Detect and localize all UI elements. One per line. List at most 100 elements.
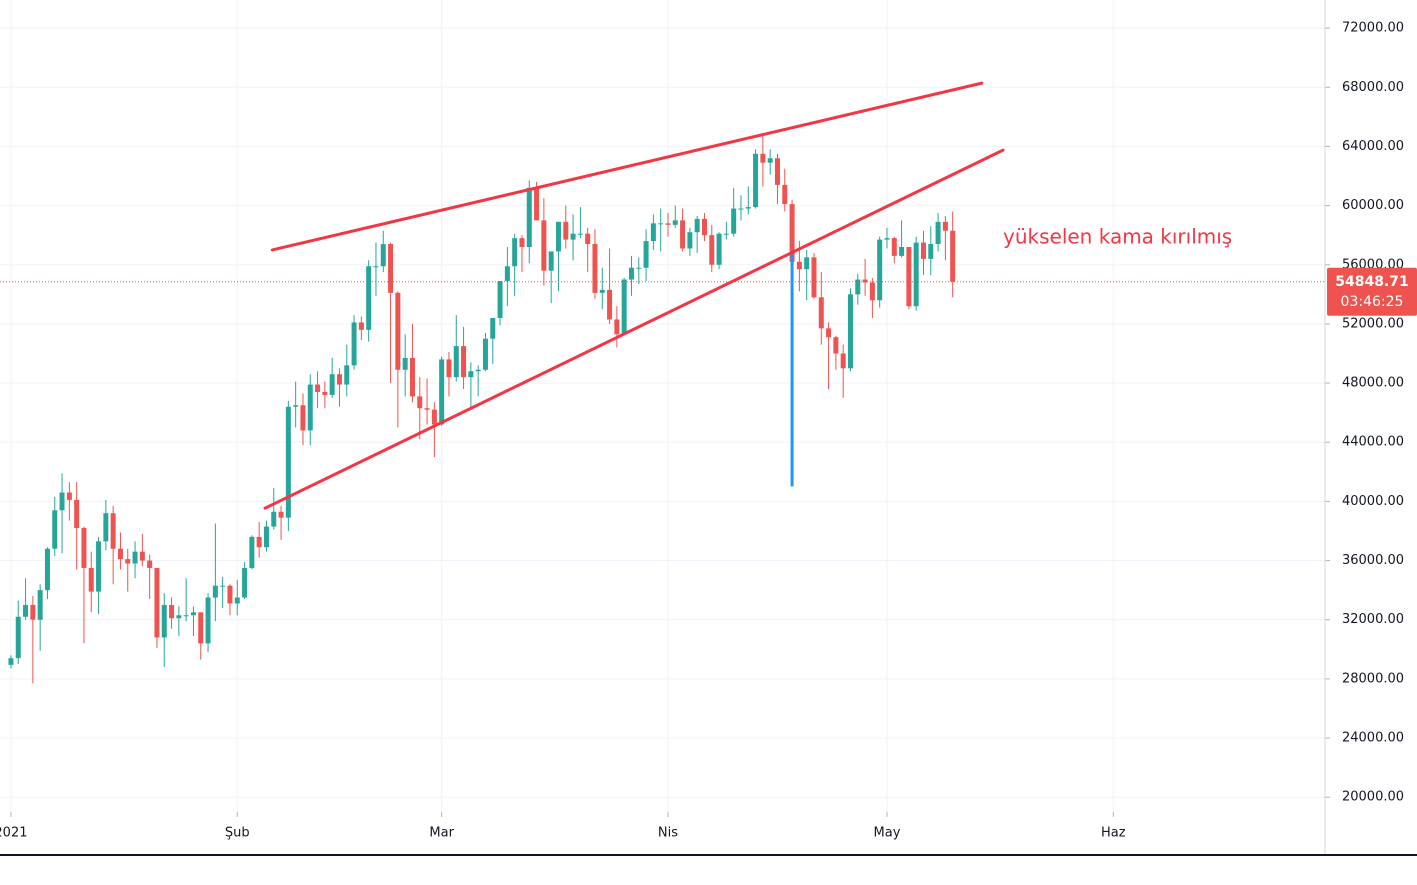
candle-body	[453, 346, 459, 378]
candle-body	[220, 585, 226, 587]
y-tick-label: 52000.00	[1342, 316, 1404, 331]
candle-body	[906, 247, 912, 307]
candle-body	[628, 267, 634, 280]
candle-body	[818, 297, 824, 329]
candle-body	[884, 238, 890, 240]
candle-body	[723, 233, 729, 235]
candle-body	[526, 187, 532, 248]
candle-body	[753, 153, 759, 208]
candle-body	[285, 406, 291, 518]
candle-body	[665, 223, 671, 225]
candle-body	[198, 612, 204, 644]
countdown-label: 03:46:25	[1341, 294, 1404, 310]
candle-body	[840, 353, 846, 369]
candle-body	[680, 220, 686, 249]
candle-body	[899, 247, 905, 256]
candle-body	[497, 281, 503, 318]
candle-body	[380, 244, 386, 267]
candle-body	[256, 536, 262, 548]
candle-body	[461, 346, 467, 378]
candle-body	[716, 233, 722, 265]
candle-body	[315, 384, 321, 392]
candle-body	[74, 499, 80, 529]
annotation: yükselen kama kırılmış	[1003, 225, 1232, 249]
candle-body	[44, 548, 50, 591]
y-tick-label: 20000.00	[1342, 790, 1404, 805]
candle-body	[950, 230, 956, 282]
y-tick-label: 60000.00	[1342, 198, 1404, 213]
candle-body	[935, 221, 941, 245]
candle-body	[636, 267, 642, 269]
candle-body	[563, 221, 569, 240]
candle-body	[599, 289, 605, 293]
candle-body	[96, 541, 102, 592]
candle-body	[490, 317, 496, 339]
y-tick-label: 68000.00	[1342, 80, 1404, 95]
candle-body	[847, 294, 853, 369]
y-tick-label: 64000.00	[1342, 139, 1404, 154]
candle-body	[862, 279, 868, 283]
candle-body	[59, 492, 65, 511]
candle-body	[694, 218, 700, 233]
candle-body	[782, 184, 788, 205]
candle-body	[249, 536, 255, 568]
candle-body	[796, 261, 802, 270]
candle-body	[643, 241, 649, 268]
y-tick-label: 32000.00	[1342, 612, 1404, 627]
y-tick-label: 36000.00	[1342, 553, 1404, 568]
candle-body	[789, 204, 795, 262]
candle-body	[760, 153, 766, 163]
candle-body	[147, 560, 153, 568]
last-price-label: 54848.71	[1335, 274, 1409, 290]
candle-body	[439, 359, 445, 425]
candle-body	[183, 615, 189, 617]
candle-body	[52, 510, 58, 549]
candle-body	[117, 548, 123, 560]
candle-body	[877, 239, 883, 301]
candle-body	[570, 233, 576, 240]
y-tick-label: 72000.00	[1342, 21, 1404, 36]
y-tick-label: 40000.00	[1342, 494, 1404, 509]
candle-body	[701, 218, 707, 236]
candle-body	[519, 238, 525, 248]
candle-body	[300, 405, 306, 431]
candle-body	[212, 585, 218, 598]
candle-body	[322, 391, 328, 395]
candle-body	[738, 208, 744, 210]
trend-line	[270, 81, 984, 252]
candle-body	[81, 528, 87, 568]
candle-body	[585, 233, 591, 245]
candle-body	[176, 615, 182, 619]
x-tick-label: May	[874, 826, 901, 841]
candle-body	[366, 266, 372, 330]
candle-body	[621, 279, 627, 335]
candle-body	[88, 567, 94, 592]
candle-body	[687, 232, 693, 249]
candle-body	[555, 221, 561, 252]
candle-body	[745, 207, 751, 209]
candle-body	[592, 244, 598, 293]
candle-body	[388, 244, 394, 293]
trend-line	[263, 148, 1005, 510]
candle-body	[731, 208, 737, 234]
candle-body	[468, 371, 474, 378]
candle-body	[103, 513, 109, 542]
candle-body	[329, 374, 335, 395]
candle-body	[577, 233, 583, 235]
candle-body	[205, 597, 211, 644]
candle-body	[541, 220, 547, 271]
candle-body	[409, 357, 415, 397]
candle-body	[344, 365, 350, 385]
candle-body	[709, 235, 715, 265]
candle-body	[307, 384, 313, 431]
candle-body	[234, 597, 240, 604]
candle-body	[804, 257, 810, 270]
candle-body	[271, 511, 277, 527]
candle-body	[614, 319, 620, 335]
candle-body	[154, 567, 160, 638]
candle-body	[869, 282, 875, 301]
y-tick-label: 48000.00	[1342, 376, 1404, 391]
candle-body	[110, 513, 116, 549]
x-tick-label: Şub	[225, 826, 250, 841]
candle-body	[534, 187, 540, 221]
